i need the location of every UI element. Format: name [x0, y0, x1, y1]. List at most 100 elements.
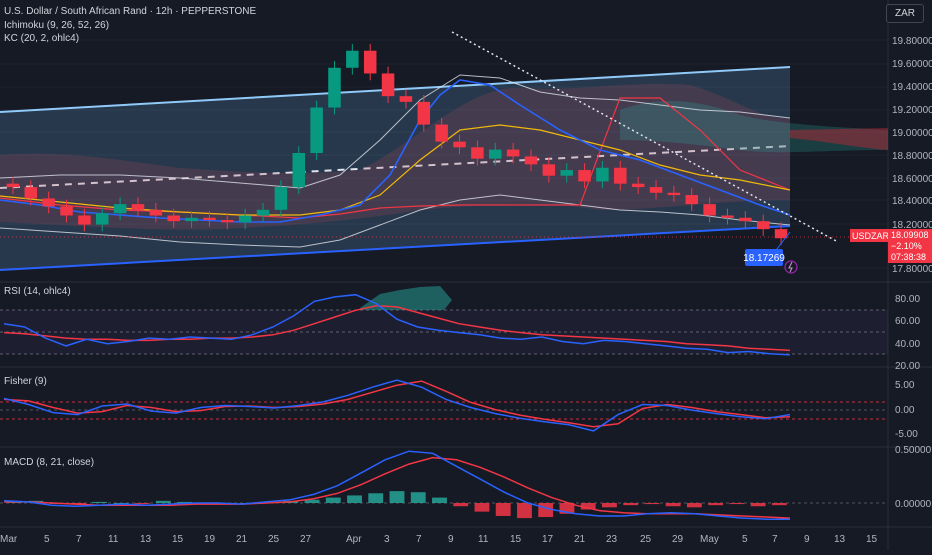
price-tick: 19.40000: [892, 82, 932, 93]
time-tick: 17: [542, 534, 554, 545]
price-tick: 19.80000: [892, 36, 932, 47]
time-tick: 21: [574, 534, 586, 545]
time-tick: 15: [172, 534, 184, 545]
svg-text:40.00: 40.00: [895, 339, 920, 350]
indicator-ichimoku-label[interactable]: Ichimoku (9, 26, 52, 26): [4, 20, 110, 31]
macd-hist-bar: [92, 501, 108, 503]
time-tick: 25: [268, 534, 280, 545]
current-price-tag: USDZAR 18.09908 −2.10% 07:38:38: [850, 229, 932, 263]
macd-hist-bar: [580, 503, 596, 510]
time-tick: May: [700, 534, 719, 545]
currency-button[interactable]: ZAR: [886, 4, 924, 23]
candle-body: [721, 215, 734, 218]
price-tick: 18.20000: [892, 220, 932, 231]
candle-body: [42, 198, 55, 207]
macd-hist-bar: [368, 493, 384, 503]
time-tick: 21: [236, 534, 248, 545]
time-tick: 15: [866, 534, 878, 545]
rsi-overbought-fill: [360, 286, 452, 310]
price-axis[interactable]: 19.80000 19.60000 19.40000 19.20000 19.0…: [892, 36, 932, 275]
candle-body: [203, 217, 216, 221]
candle-body: [560, 170, 573, 176]
time-tick: 7: [76, 534, 82, 545]
candle-body: [221, 220, 234, 223]
macd-hist-bar: [474, 503, 490, 512]
macd-hist-bar: [771, 503, 787, 506]
candle-body: [685, 195, 699, 205]
candle-body: [471, 147, 484, 159]
time-tick: 11: [108, 534, 119, 545]
keltner-band-fill: [0, 83, 790, 230]
time-tick: 9: [448, 534, 454, 545]
price-tick: 18.80000: [892, 151, 932, 162]
downtrend-line[interactable]: [451, 31, 839, 243]
ichimoku-cloud-red: [790, 128, 888, 150]
indicator-macd-label[interactable]: MACD (8, 21, close): [4, 457, 95, 468]
macd-hist-bar: [347, 495, 362, 503]
macd-hist-bar: [665, 503, 681, 507]
macd-hist-bar: [410, 492, 426, 503]
candle-body: [346, 50, 359, 68]
indicator-rsi-label[interactable]: RSI (14, ohlc4): [4, 286, 71, 297]
macd-hist-bar: [517, 503, 532, 519]
candle-body: [649, 187, 663, 193]
candle-body: [739, 217, 752, 222]
time-tick: 11: [478, 534, 489, 545]
svg-text:07:38:38: 07:38:38: [891, 252, 926, 262]
time-tick: 5: [742, 534, 748, 545]
channel-upper-line[interactable]: [0, 66, 791, 113]
svg-text:80.00: 80.00: [895, 294, 920, 305]
candle-body: [238, 215, 252, 223]
macd-hist-bar: [623, 503, 639, 506]
svg-text:0.00: 0.00: [895, 405, 915, 416]
candle-body: [417, 101, 431, 125]
rsi-line[interactable]: [3, 293, 791, 356]
candle-body: [274, 187, 288, 210]
price-tick: 18.60000: [892, 174, 932, 185]
candle-body: [310, 107, 323, 153]
macd-hist-bar: [134, 503, 150, 505]
macd-hist-bar: [325, 497, 341, 503]
macd-hist-bar: [729, 503, 745, 505]
cursor-price-text: 18.17269: [743, 253, 785, 264]
time-tick: 19: [204, 534, 216, 545]
symbol-title[interactable]: U.S. Dollar / South African Rand · 12h ·…: [4, 6, 257, 17]
candle-body: [60, 206, 73, 216]
svg-text:5.00: 5.00: [895, 380, 915, 391]
indicator-kc-label[interactable]: KC (20, 2, ohlc4): [4, 33, 80, 44]
macd-hist-bar: [686, 503, 702, 508]
macd-hist-bar: [750, 503, 766, 507]
channel-lower-line[interactable]: [0, 225, 791, 271]
time-axis[interactable]: Mar 5 7 11 13 15 19 21 25 27 Apr 3 7 9 1…: [0, 534, 878, 545]
indicator-fisher-label[interactable]: Fisher (9): [4, 376, 47, 387]
candle-body: [542, 164, 556, 176]
price-tick: 19.20000: [892, 105, 932, 116]
time-tick: 9: [804, 534, 810, 545]
candle-body: [131, 204, 145, 210]
svg-text:USDZAR: USDZAR: [852, 231, 890, 241]
fisher-line[interactable]: [3, 379, 791, 432]
macd-hist-bar: [453, 503, 469, 507]
time-tick: 3: [384, 534, 390, 545]
lightning-icon[interactable]: [784, 260, 798, 274]
price-tick: 17.80000: [892, 264, 932, 275]
candle-body: [167, 215, 180, 222]
svg-text:0.00000: 0.00000: [895, 499, 932, 510]
candle-body: [292, 153, 306, 188]
time-tick: 15: [510, 534, 522, 545]
price-tick: 19.00000: [892, 128, 932, 139]
macd-hist-bar: [559, 503, 575, 514]
candlestick-series[interactable]: [6, 43, 788, 246]
candle-body: [381, 73, 395, 97]
svg-text:20.00: 20.00: [895, 361, 920, 372]
macd-line[interactable]: [3, 450, 790, 520]
svg-text:18.09908: 18.09908: [891, 230, 929, 240]
candle-body: [149, 209, 163, 216]
candle-body: [256, 209, 270, 216]
candle-body: [435, 124, 448, 142]
macd-hist-bar: [155, 500, 171, 503]
svg-text:−2.10%: −2.10%: [891, 241, 922, 251]
macd-hist-bar: [389, 491, 405, 503]
